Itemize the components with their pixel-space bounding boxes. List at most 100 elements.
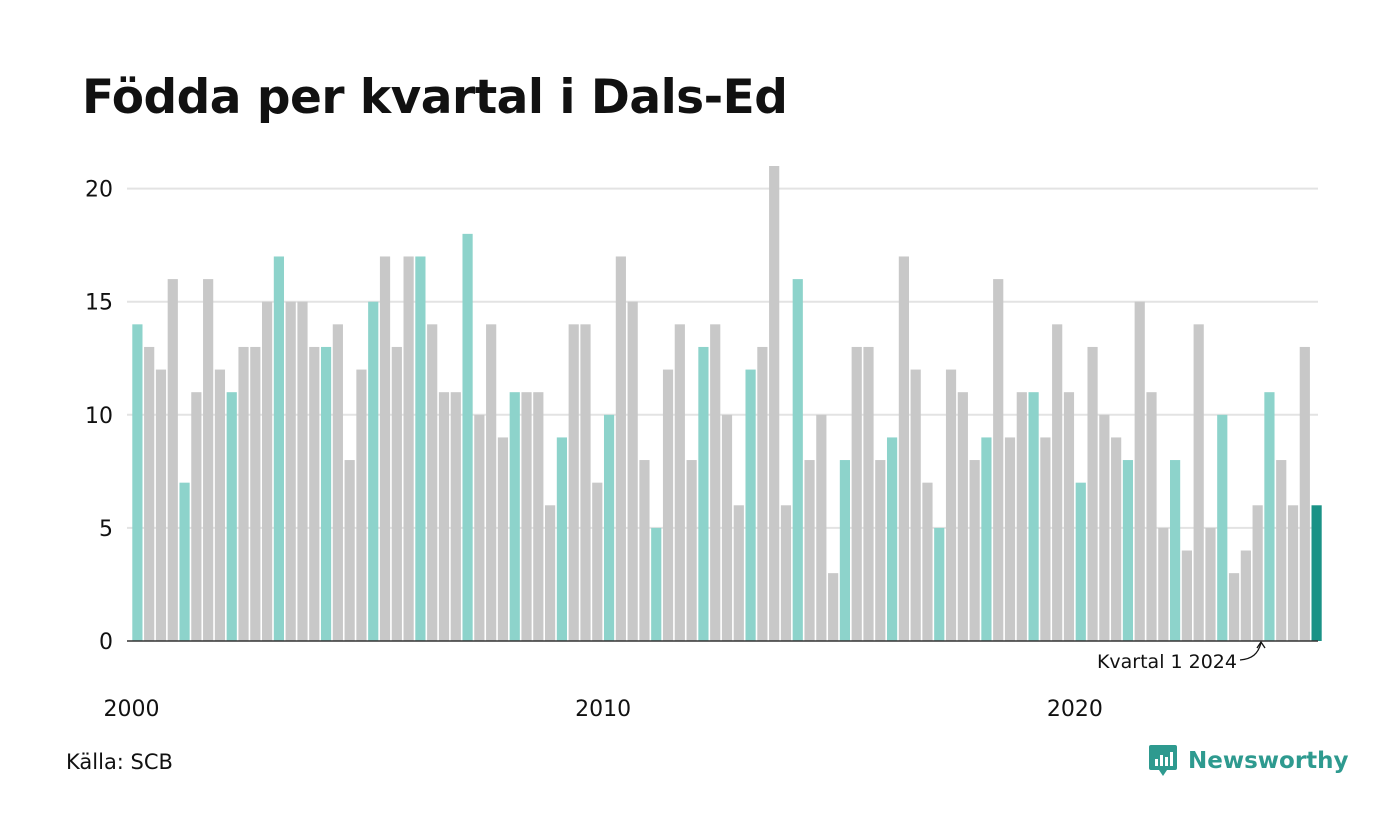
bar [203, 279, 214, 641]
bar [674, 324, 685, 641]
bar [721, 414, 733, 641]
bar [592, 482, 603, 641]
bar [533, 392, 544, 641]
bar [698, 346, 709, 641]
bar [403, 256, 414, 641]
bar [1193, 324, 1204, 641]
bar [1122, 460, 1134, 641]
bar [1075, 482, 1086, 641]
bar [238, 346, 249, 641]
bar [639, 460, 650, 641]
y-tick-label: 15 [85, 291, 113, 316]
bar [509, 392, 520, 641]
brand-name: Newsworthy [1188, 748, 1349, 774]
bar [792, 279, 803, 641]
bar [167, 279, 178, 641]
bar [297, 301, 308, 641]
bar [710, 324, 721, 641]
bar [910, 369, 921, 641]
bar [945, 369, 957, 641]
bar [580, 324, 591, 641]
brand-logo: Newsworthy [1148, 744, 1349, 778]
bar [226, 392, 237, 641]
bar [886, 437, 898, 641]
bar [1146, 392, 1157, 641]
bar [757, 346, 768, 641]
chart-title: Födda per kvartal i Dals-Ed [82, 70, 788, 125]
bar [1052, 324, 1063, 641]
bar [332, 324, 343, 641]
bar [379, 256, 391, 641]
bar [1217, 414, 1228, 641]
bar [356, 369, 367, 641]
bar [839, 460, 851, 641]
bar [1016, 392, 1027, 641]
bar [769, 166, 780, 641]
bar [1240, 550, 1251, 641]
bar [497, 437, 509, 641]
bar [1181, 550, 1192, 641]
bar [486, 324, 497, 641]
bar [1134, 301, 1145, 641]
bar [804, 460, 815, 641]
bar [1111, 437, 1122, 641]
annotation-label: Kvartal 1 2024 [1097, 651, 1237, 673]
bar [344, 460, 355, 641]
bar [922, 482, 933, 641]
bar [981, 437, 992, 641]
bar [368, 301, 379, 641]
bar [320, 346, 332, 641]
y-tick-label: 0 [99, 630, 113, 655]
bar [745, 369, 756, 641]
bar [662, 369, 674, 641]
source-label: Källa: SCB [66, 750, 173, 774]
bar-chart: 0 5 10 15 20 2000 2010 2020 Kvartal 1 2024 [85, 166, 1322, 722]
bar [615, 256, 626, 641]
bar [214, 369, 226, 641]
bar [132, 324, 143, 641]
bar [875, 460, 886, 641]
bar [415, 256, 426, 641]
bar [1040, 437, 1051, 641]
annotation-arrowhead [1256, 640, 1266, 649]
y-axis-ticks: 0 5 10 15 20 [85, 178, 113, 655]
bar [1158, 527, 1169, 641]
bar [427, 324, 438, 641]
bar [144, 346, 155, 641]
x-tick-label: 2000 [104, 697, 160, 722]
bar [1299, 346, 1310, 641]
bar [733, 505, 744, 641]
bar [1063, 392, 1075, 641]
bar [993, 279, 1004, 641]
bar [1205, 527, 1216, 641]
bar [250, 346, 261, 641]
bar [1028, 392, 1039, 641]
bar [191, 392, 202, 641]
y-tick-label: 20 [85, 178, 113, 203]
bar [603, 414, 615, 641]
bar [863, 346, 874, 641]
latest-annotation: Kvartal 1 2024 [1097, 640, 1266, 673]
x-tick-label: 2010 [575, 697, 631, 722]
bar [474, 414, 485, 641]
bar [1287, 505, 1299, 641]
x-tick-label: 2020 [1047, 697, 1103, 722]
bar [627, 301, 638, 641]
bar [521, 392, 532, 641]
bar [1170, 460, 1181, 641]
bar [1252, 505, 1263, 641]
bar [568, 324, 579, 641]
bar [1228, 573, 1240, 641]
bar [969, 460, 980, 641]
bar [155, 369, 167, 641]
bar [285, 301, 296, 641]
bar [438, 392, 450, 641]
bar [1087, 346, 1098, 641]
bar [1099, 414, 1110, 641]
bar [651, 527, 662, 641]
bar [556, 437, 567, 641]
bar [545, 505, 556, 641]
bar [686, 460, 697, 641]
bar [851, 346, 862, 641]
bars [132, 166, 1322, 642]
